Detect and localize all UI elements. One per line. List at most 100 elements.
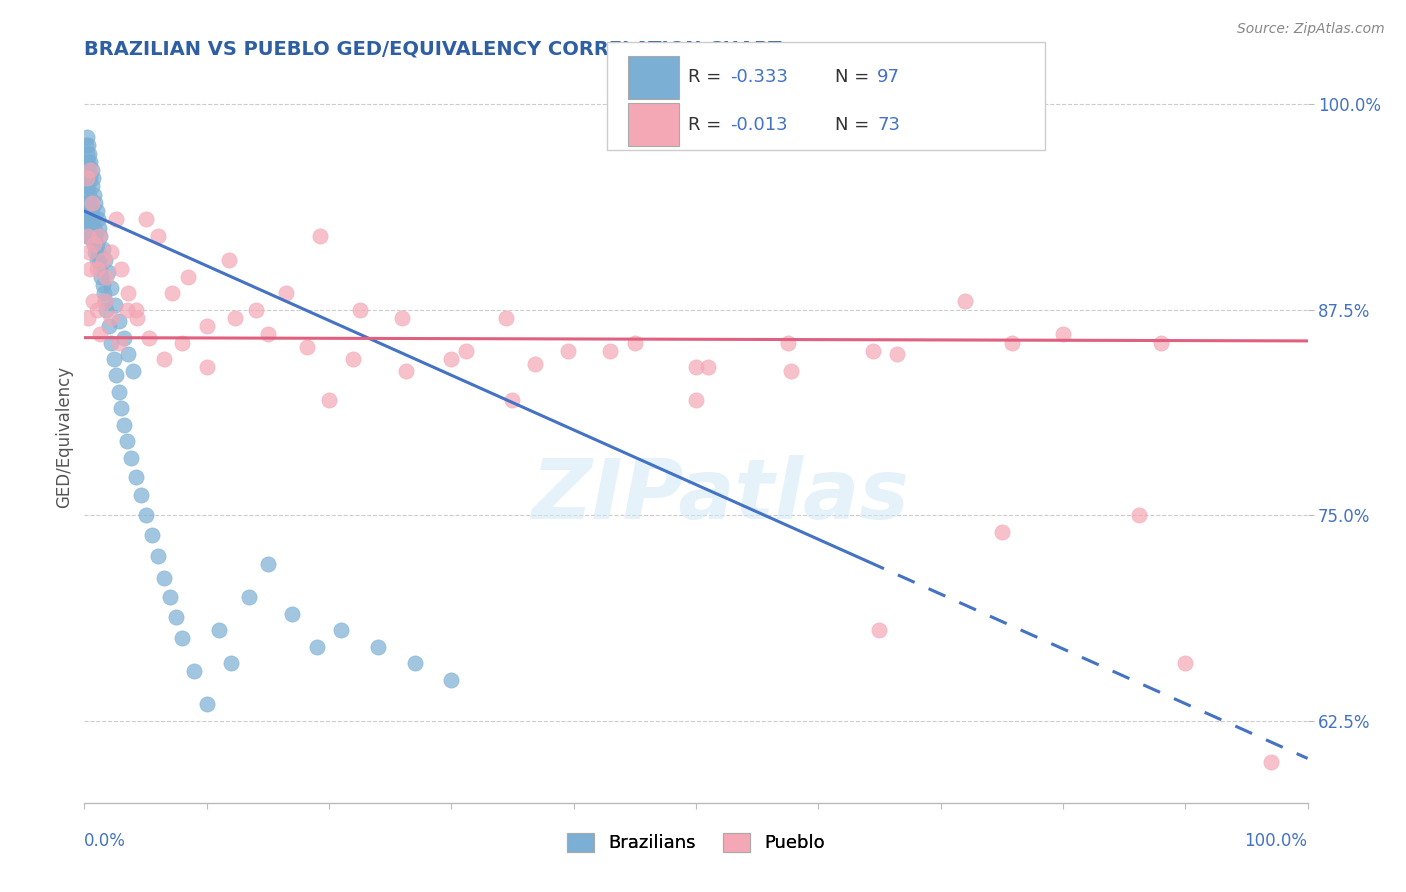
- Point: [75, 228, 97, 243]
- Point: [80, 220, 103, 235]
- Point: [115, 302, 138, 317]
- Point: [624, 335, 647, 350]
- Point: [125, 470, 148, 484]
- Point: [97, 265, 120, 279]
- Point: [780, 363, 803, 377]
- Point: [953, 294, 976, 309]
- Point: [1260, 755, 1282, 769]
- Point: [159, 591, 181, 605]
- Point: [318, 393, 340, 408]
- Point: [87, 220, 110, 235]
- Point: [117, 286, 139, 301]
- Point: [257, 558, 280, 572]
- Point: [83, 236, 105, 251]
- Point: [91, 278, 114, 293]
- Point: [76, 204, 98, 219]
- Point: [94, 294, 117, 309]
- Point: [79, 261, 101, 276]
- Point: [342, 351, 364, 366]
- Point: [75, 154, 97, 169]
- Point: [1150, 335, 1173, 350]
- Point: [89, 228, 111, 243]
- Point: [76, 130, 98, 145]
- Point: [86, 204, 108, 219]
- Point: [886, 347, 908, 361]
- Point: [1052, 327, 1074, 342]
- Point: [281, 607, 304, 621]
- Point: [440, 673, 463, 687]
- Point: [77, 245, 100, 260]
- Point: [84, 228, 107, 243]
- Point: [76, 146, 98, 161]
- Point: [77, 220, 100, 235]
- Point: [87, 245, 110, 260]
- Point: [349, 302, 371, 317]
- Point: [79, 212, 101, 227]
- Point: [97, 319, 120, 334]
- Point: [138, 331, 160, 345]
- Point: [94, 294, 117, 309]
- Point: [276, 286, 298, 301]
- Point: [395, 363, 418, 377]
- Text: R =: R =: [688, 69, 727, 87]
- Point: [141, 528, 163, 542]
- Point: [122, 363, 145, 377]
- Point: [112, 417, 135, 432]
- Point: [105, 212, 128, 227]
- Point: [89, 327, 111, 342]
- Point: [77, 187, 100, 202]
- Point: [135, 212, 157, 227]
- Point: [105, 368, 128, 383]
- Point: [107, 335, 129, 350]
- Point: [100, 245, 122, 260]
- Point: [257, 327, 280, 342]
- Legend: Brazilians, Pueblo: Brazilians, Pueblo: [560, 826, 832, 860]
- Text: 100.0%: 100.0%: [1244, 832, 1308, 850]
- Point: [80, 204, 103, 219]
- Point: [599, 343, 621, 358]
- Point: [183, 665, 205, 679]
- Point: [86, 236, 108, 251]
- Point: [87, 228, 110, 243]
- Point: [245, 302, 267, 317]
- Point: [100, 310, 122, 325]
- Point: [75, 179, 97, 194]
- Point: [77, 228, 100, 243]
- Point: [776, 335, 799, 350]
- Point: [195, 360, 218, 375]
- Point: [80, 195, 103, 210]
- Point: [502, 393, 524, 408]
- Point: [125, 310, 148, 325]
- Point: [115, 434, 138, 449]
- Point: [1000, 335, 1022, 350]
- Point: [1174, 656, 1197, 670]
- Point: [146, 228, 169, 243]
- Point: [165, 610, 187, 624]
- Point: [104, 298, 127, 312]
- Text: R =: R =: [688, 116, 727, 134]
- Point: [82, 228, 104, 243]
- Point: [495, 310, 517, 325]
- Point: [82, 212, 104, 227]
- Point: [125, 302, 148, 317]
- Point: [84, 195, 107, 210]
- Point: [77, 179, 100, 194]
- Point: [90, 269, 112, 284]
- Point: [75, 163, 97, 178]
- Point: [77, 138, 100, 153]
- Point: [96, 269, 118, 284]
- Point: [238, 591, 260, 605]
- Point: [330, 624, 353, 638]
- Point: [172, 632, 194, 646]
- Point: [440, 351, 463, 366]
- Point: [86, 253, 108, 268]
- Point: [153, 571, 176, 585]
- Point: [110, 401, 132, 416]
- Text: N =: N =: [835, 116, 875, 134]
- Point: [218, 253, 240, 268]
- Point: [117, 347, 139, 361]
- Point: [391, 310, 413, 325]
- Point: [146, 549, 169, 564]
- Point: [162, 286, 184, 301]
- Point: [91, 253, 114, 268]
